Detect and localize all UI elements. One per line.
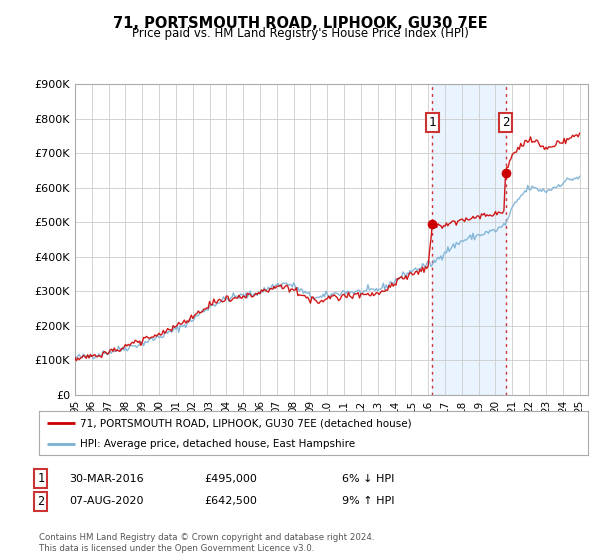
Text: £495,000: £495,000 [204, 474, 257, 484]
Text: £642,500: £642,500 [204, 496, 257, 506]
Text: 71, PORTSMOUTH ROAD, LIPHOOK, GU30 7EE (detached house): 71, PORTSMOUTH ROAD, LIPHOOK, GU30 7EE (… [80, 418, 412, 428]
Text: HPI: Average price, detached house, East Hampshire: HPI: Average price, detached house, East… [80, 439, 355, 449]
Text: 30-MAR-2016: 30-MAR-2016 [69, 474, 143, 484]
Text: 1: 1 [428, 116, 436, 129]
Text: Price paid vs. HM Land Registry's House Price Index (HPI): Price paid vs. HM Land Registry's House … [131, 27, 469, 40]
Text: 6% ↓ HPI: 6% ↓ HPI [342, 474, 394, 484]
Text: 07-AUG-2020: 07-AUG-2020 [69, 496, 143, 506]
Text: Contains HM Land Registry data © Crown copyright and database right 2024.
This d: Contains HM Land Registry data © Crown c… [39, 533, 374, 553]
Text: 2: 2 [37, 494, 44, 508]
Text: 1: 1 [37, 472, 44, 486]
Text: 71, PORTSMOUTH ROAD, LIPHOOK, GU30 7EE: 71, PORTSMOUTH ROAD, LIPHOOK, GU30 7EE [113, 16, 487, 31]
Text: 9% ↑ HPI: 9% ↑ HPI [342, 496, 395, 506]
Text: 2: 2 [502, 116, 509, 129]
Bar [433, 84, 506, 395]
